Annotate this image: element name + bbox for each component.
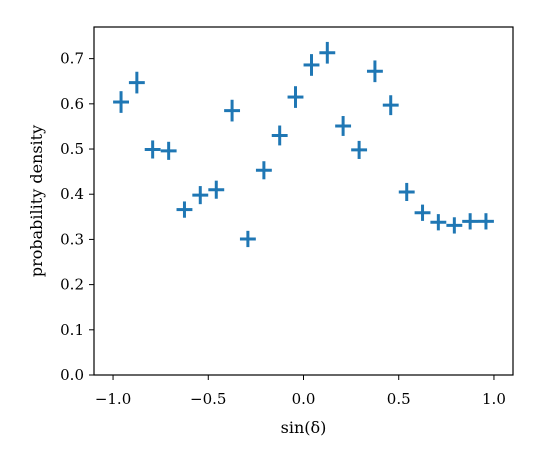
data-point: [176, 201, 193, 218]
plot-area: [94, 27, 513, 375]
data-point: [398, 182, 415, 201]
data-point: [128, 71, 145, 94]
data-point: [255, 161, 272, 180]
y-tick-label: 0.4: [60, 185, 84, 203]
y-tick-label: 0.6: [60, 95, 84, 113]
y-tick-label: 0.7: [60, 50, 84, 68]
y-tick-label: 0.3: [60, 230, 84, 248]
y-tick-label: 0.0: [60, 366, 84, 384]
data-point: [414, 204, 431, 221]
data-point: [113, 91, 129, 113]
data-point: [335, 116, 352, 136]
data-point: [271, 125, 288, 146]
data-point: [478, 213, 494, 230]
x-tick-label: −0.5: [190, 390, 226, 408]
data-point: [160, 141, 177, 160]
y-tick-label: 0.2: [60, 276, 84, 294]
data-point: [382, 95, 399, 116]
data-point: [287, 86, 304, 108]
y-axis-ticks: 0.0 0.1 0.2 0.3 0.4 0.5 0.6 0.7: [60, 50, 94, 384]
data-marks: [113, 41, 494, 248]
plot-frame: [93, 26, 514, 376]
data-point: [446, 217, 463, 234]
x-tick-label: 0.0: [292, 390, 316, 408]
data-point: [144, 140, 161, 159]
y-tick-label: 0.5: [60, 140, 84, 158]
data-point: [351, 140, 368, 159]
data-point: [366, 60, 383, 83]
x-axis-label: sin(δ): [281, 418, 327, 437]
data-point: [192, 186, 209, 205]
data-point: [224, 99, 241, 122]
data-point: [319, 41, 336, 64]
x-tick-label: 1.0: [482, 390, 506, 408]
y-axis-label: probability density: [27, 125, 46, 277]
data-point: [208, 180, 225, 199]
data-point: [462, 213, 479, 230]
x-tick-label: −1.0: [95, 390, 131, 408]
y-tick-label: 0.1: [60, 321, 84, 339]
data-point: [239, 230, 256, 248]
data-point: [303, 54, 320, 76]
x-axis-ticks: −1.0 −0.5 0.0 0.5 1.0: [95, 375, 506, 408]
data-point: [430, 214, 447, 231]
x-tick-label: 0.5: [387, 390, 411, 408]
